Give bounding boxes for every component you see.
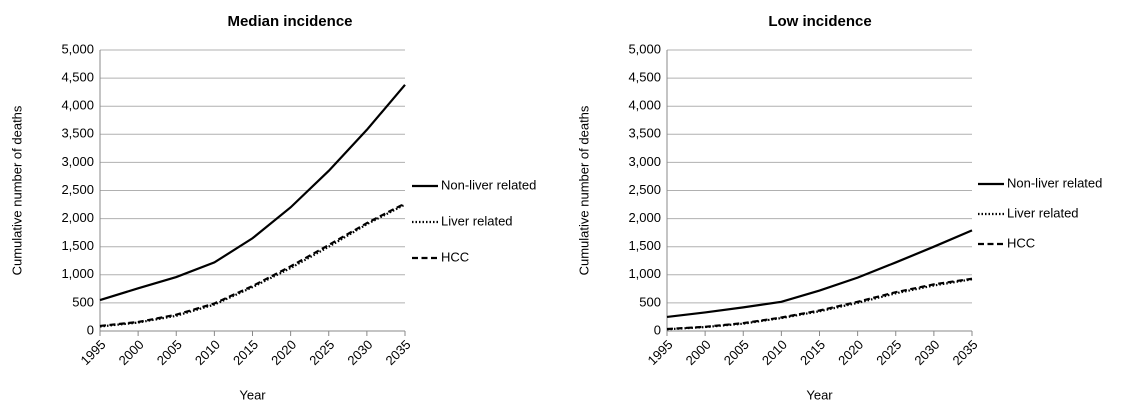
y-tick-label: 4,000 [61, 98, 94, 113]
x-tick-label: 1995 [644, 337, 675, 368]
y-tick-label: 0 [654, 322, 661, 337]
y-axis-title: Cumulative number of deaths [9, 105, 24, 275]
y-tick-label: 1,500 [628, 238, 661, 253]
x-tick-label: 2030 [344, 337, 375, 368]
y-tick-label: 4,000 [628, 98, 661, 113]
y-tick-label: 4,500 [61, 70, 94, 85]
y-tick-label: 1,500 [61, 238, 94, 253]
x-tick-label: 2015 [230, 337, 261, 368]
x-tick-label: 2025 [306, 337, 337, 368]
y-tick-label: 5,000 [61, 41, 94, 56]
legend-label: Non-liver related [441, 177, 536, 192]
legend-label: HCC [1007, 235, 1035, 250]
x-tick-label: 2000 [116, 337, 147, 368]
line-series [666, 278, 973, 331]
x-tick-label: 2010 [192, 337, 223, 368]
x-tick-label: 2025 [873, 337, 904, 368]
y-tick-label: 2,000 [628, 210, 661, 225]
y-tick-label: 5,000 [628, 41, 661, 56]
line-series [99, 202, 406, 328]
x-axis-title: Year [806, 387, 833, 402]
y-tick-label: 2,000 [61, 210, 94, 225]
y-tick-label: 500 [639, 294, 661, 309]
y-tick-label: 0 [87, 322, 94, 337]
x-tick-label: 2005 [721, 337, 752, 368]
line-series [99, 84, 406, 302]
x-tick-label: 2035 [382, 337, 413, 368]
line-series [666, 277, 973, 331]
y-tick-label: 4,500 [628, 70, 661, 85]
line-series [99, 203, 406, 328]
y-tick-label: 3,000 [628, 154, 661, 169]
y-tick-label: 1,000 [61, 266, 94, 281]
line-series [666, 229, 973, 319]
legend-label: Liver related [441, 213, 513, 228]
y-tick-label: 2,500 [61, 182, 94, 197]
legend-label: HCC [441, 249, 469, 264]
y-tick-label: 3,500 [61, 126, 94, 141]
x-tick-label: 2015 [797, 337, 828, 368]
y-tick-label: 1,000 [628, 266, 661, 281]
chart-title: Low incidence [768, 13, 871, 30]
x-tick-label: 2035 [949, 337, 980, 368]
y-tick-label: 2,500 [628, 182, 661, 197]
y-axis-title: Cumulative number of deaths [576, 105, 591, 275]
x-tick-label: 2005 [154, 337, 185, 368]
chart-title: Median incidence [227, 13, 352, 30]
x-tick-label: 1995 [77, 337, 108, 368]
y-tick-label: 500 [72, 294, 94, 309]
x-tick-label: 2000 [683, 337, 714, 368]
x-tick-label: 2010 [759, 337, 790, 368]
y-tick-label: 3,000 [61, 154, 94, 169]
x-axis-title: Year [239, 387, 266, 402]
x-tick-label: 2030 [911, 337, 942, 368]
y-tick-label: 3,500 [628, 126, 661, 141]
x-tick-label: 2020 [268, 337, 299, 368]
legend-label: Liver related [1007, 205, 1079, 220]
legend-label: Non-liver related [1007, 175, 1102, 190]
x-tick-label: 2020 [835, 337, 866, 368]
